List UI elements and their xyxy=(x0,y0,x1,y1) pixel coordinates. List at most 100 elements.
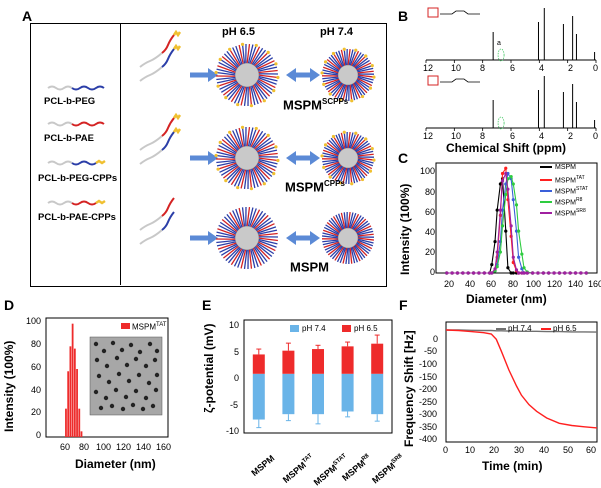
cpp-dot xyxy=(276,158,280,163)
corona-chain xyxy=(322,159,340,163)
chain-pcl-b-pae xyxy=(47,121,105,127)
b-peak-a-label: a xyxy=(497,40,501,47)
corona-chain xyxy=(220,244,239,256)
corona-chain xyxy=(329,81,343,95)
row1-mspm-label: MSPMSCPPs xyxy=(283,97,348,112)
pcl-segment xyxy=(139,149,163,165)
b-tick-bot-2: 2 xyxy=(568,131,574,141)
panel-a-frame xyxy=(30,23,387,287)
d-legend-label: MSPMTAT xyxy=(132,322,166,332)
c-point-MSPMR8 xyxy=(511,182,515,186)
corona-chain xyxy=(217,79,238,87)
corona-chain xyxy=(326,80,342,91)
pcl-segment xyxy=(139,135,163,151)
e-bar-pH 6.5 xyxy=(252,354,265,374)
corona-chain xyxy=(339,166,347,184)
corona-chain xyxy=(218,144,238,155)
corona-chain xyxy=(353,218,367,232)
unimer-chains-row1 xyxy=(139,29,182,82)
c-point-MSPMR8 xyxy=(517,229,521,233)
corona-chain xyxy=(356,160,373,170)
b-xlabel: Chemical Shift (ppm) xyxy=(446,141,567,155)
panel-f-letter: F xyxy=(399,297,408,313)
c-legend-swatch xyxy=(540,190,552,193)
cpp-dot xyxy=(328,175,332,179)
b-tick-bot-4: 4 xyxy=(539,131,545,141)
corona-chain xyxy=(323,226,340,236)
pcl-segment xyxy=(139,215,163,231)
cpp-dot xyxy=(224,96,228,100)
cpp-dot xyxy=(360,177,365,182)
corona-chain xyxy=(324,162,341,171)
corona-chain xyxy=(352,165,361,182)
corona-chain xyxy=(253,51,269,67)
corona-chain xyxy=(257,157,278,162)
b-tick-top-8: 8 xyxy=(480,63,486,73)
c-xtick-140: 140 xyxy=(568,279,584,289)
corona-chain xyxy=(349,49,357,67)
structure-chain xyxy=(440,78,480,83)
corona-chain xyxy=(355,228,373,235)
corona-chain xyxy=(241,207,246,228)
corona-chain xyxy=(336,246,346,263)
corona-chain xyxy=(255,81,271,97)
e-legend-swatch xyxy=(290,325,299,333)
corona-chain xyxy=(223,136,239,152)
e-bar-pH 7.4 xyxy=(371,373,384,415)
corona-chain xyxy=(227,166,242,184)
f-legend-swatch xyxy=(541,327,551,330)
cpp-dot xyxy=(254,43,258,48)
row1-sup: SCPPs xyxy=(322,97,349,106)
corona-chain xyxy=(235,45,243,66)
micelle-core xyxy=(234,62,260,88)
cpp-dot xyxy=(354,48,358,52)
corona-chain xyxy=(331,245,344,260)
corona-chain xyxy=(253,166,265,185)
micelle-core xyxy=(337,227,359,249)
cpp-dot xyxy=(350,99,354,103)
corona-chain xyxy=(257,229,278,236)
corona-chain xyxy=(257,239,277,248)
corona-chain xyxy=(216,77,237,84)
corona-chain xyxy=(356,230,374,236)
corona-chain xyxy=(354,243,368,257)
corona-chain xyxy=(251,210,264,229)
c-point-MSPM xyxy=(498,182,502,186)
c-point-MSPM xyxy=(504,229,508,233)
corona-chain xyxy=(353,55,367,69)
c-xtick-160: 160 xyxy=(588,279,601,289)
corona-chain xyxy=(222,165,240,179)
corona-chain xyxy=(247,207,254,228)
corona-chain xyxy=(336,166,346,183)
peak-a-marker xyxy=(497,116,505,130)
f-legend-text: pH 7.4 xyxy=(508,324,532,333)
corona-chain xyxy=(350,213,360,230)
f-ytick-0: 0 xyxy=(433,334,439,344)
corona-chain xyxy=(250,209,261,229)
corona-chain xyxy=(342,246,348,264)
hydrophilic-segment xyxy=(161,131,175,151)
e-ytick-10: 10 xyxy=(229,320,240,330)
corona-chain xyxy=(222,245,240,259)
corona-chain xyxy=(249,85,256,106)
chain-label-2: PCL-b-PAE xyxy=(44,133,94,144)
d-bar xyxy=(73,348,76,437)
corona-chain xyxy=(322,72,339,76)
corona-chain xyxy=(251,84,259,105)
e-legend-item: pH 6.5 xyxy=(342,324,378,333)
f-legend-item: pH 7.4 xyxy=(496,324,532,333)
tem-particle xyxy=(109,403,115,409)
d-bar xyxy=(76,369,78,437)
corona-chain xyxy=(326,163,342,174)
corona-chain xyxy=(355,242,370,255)
f-xtick-20: 20 xyxy=(489,445,500,455)
tem-particle xyxy=(101,348,107,354)
peak-a-marker xyxy=(497,48,505,62)
row3-base: MSPM xyxy=(290,259,329,275)
corona-chain xyxy=(252,49,267,67)
chain-label-1: PCL-b-PEG xyxy=(44,96,96,107)
tem-background xyxy=(89,336,163,416)
corona-chain xyxy=(342,166,348,184)
chain-pcl-b-pae-cpps xyxy=(47,199,106,206)
